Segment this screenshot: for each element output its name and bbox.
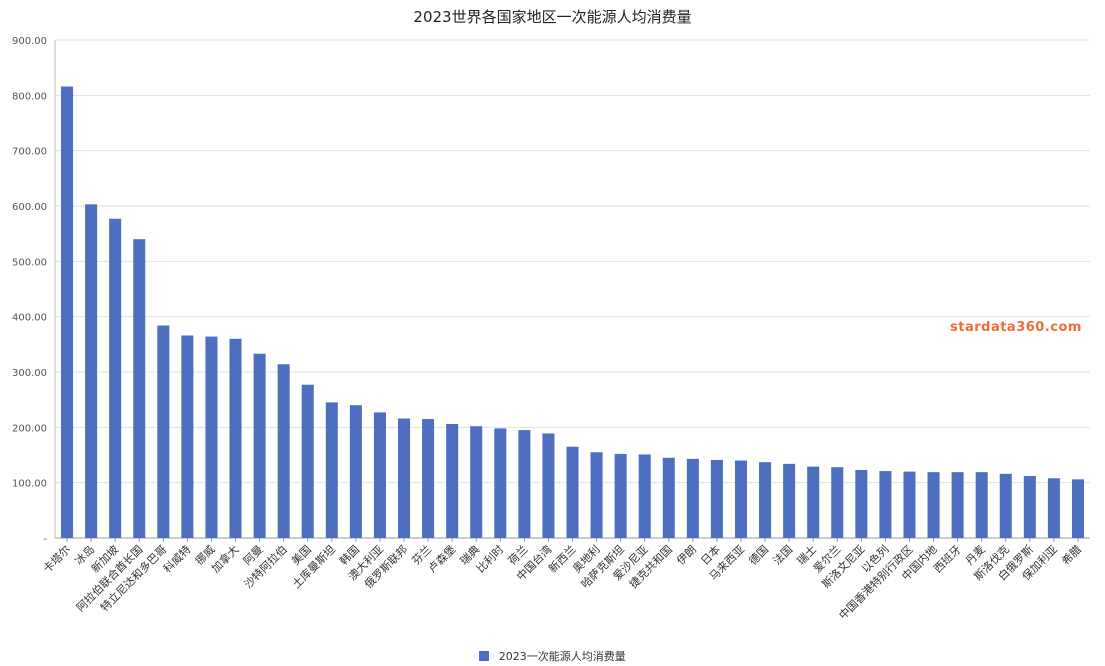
bar[interactable] — [1047, 478, 1060, 538]
bar[interactable] — [253, 353, 266, 538]
legend-swatch — [479, 651, 490, 661]
bar[interactable] — [518, 430, 531, 538]
bar[interactable] — [879, 471, 892, 538]
bar[interactable] — [446, 424, 459, 538]
bar[interactable] — [133, 239, 146, 538]
bar[interactable] — [831, 467, 844, 538]
y-tick-label: 700.00 — [12, 147, 47, 158]
bar[interactable] — [205, 336, 218, 538]
x-tick-label: 法国 — [770, 542, 795, 567]
bar[interactable] — [181, 335, 194, 538]
legend-label: 2023一次能源人均消费量 — [498, 650, 626, 663]
watermark-text: stardata360.com — [950, 320, 1082, 335]
bar[interactable] — [397, 418, 411, 538]
bar[interactable] — [975, 472, 988, 538]
bar[interactable] — [422, 419, 435, 538]
bar[interactable] — [373, 412, 386, 538]
bar[interactable] — [85, 204, 98, 538]
bar[interactable] — [590, 452, 603, 538]
bar[interactable] — [494, 428, 507, 538]
bar[interactable] — [734, 460, 748, 538]
x-tick-label: 希腊 — [1059, 542, 1084, 567]
y-tick-label: 200.00 — [12, 423, 47, 434]
x-tick-label: 科威特 — [160, 542, 193, 575]
bar[interactable] — [927, 472, 940, 538]
chart-title: 2023世界各国家地区一次能源人均消费量 — [413, 8, 692, 26]
y-tick-label: 900.00 — [12, 36, 47, 47]
bar[interactable] — [470, 426, 483, 538]
x-tick-label: 卡塔尔 — [41, 543, 74, 576]
x-tick-label: 伊朗 — [674, 543, 699, 568]
bar[interactable] — [1023, 476, 1036, 538]
y-tick-label: 100.00 — [12, 479, 47, 490]
x-tick-label: 卢森堡 — [425, 542, 458, 575]
bar[interactable] — [710, 459, 723, 538]
x-tick-label: 西班牙 — [931, 543, 964, 576]
x-tick-label: 德国 — [746, 542, 771, 567]
y-tick-label: 600.00 — [12, 202, 47, 213]
y-tick-label: - — [43, 534, 47, 545]
bar[interactable] — [109, 218, 122, 538]
bar[interactable] — [807, 466, 820, 538]
bar[interactable] — [903, 471, 916, 538]
bar[interactable] — [325, 402, 338, 538]
bar[interactable] — [277, 364, 290, 538]
bar[interactable] — [229, 338, 242, 538]
y-tick-label: 500.00 — [12, 257, 47, 268]
bar[interactable] — [783, 463, 796, 538]
bar[interactable] — [542, 433, 555, 538]
x-tick-label: 比利时 — [474, 543, 507, 576]
y-tick-label: 800.00 — [12, 91, 47, 102]
bar[interactable] — [999, 473, 1012, 538]
bar[interactable] — [686, 458, 699, 538]
bar[interactable] — [1071, 479, 1084, 538]
x-tick-label: 加拿大 — [208, 542, 241, 575]
bar[interactable] — [638, 454, 651, 538]
y-tick-label: 400.00 — [12, 313, 47, 324]
bar[interactable] — [157, 325, 170, 538]
bar[interactable] — [855, 469, 868, 538]
bar[interactable] — [61, 86, 74, 538]
bar[interactable] — [614, 453, 627, 538]
bar[interactable] — [951, 472, 964, 538]
y-tick-label: 300.00 — [12, 368, 47, 379]
legend[interactable]: 2023一次能源人均消费量 — [0, 648, 1105, 664]
bar[interactable] — [662, 457, 675, 538]
bar[interactable] — [759, 462, 772, 538]
bar[interactable] — [301, 384, 314, 538]
bar[interactable] — [349, 405, 362, 538]
bar[interactable] — [566, 446, 579, 538]
